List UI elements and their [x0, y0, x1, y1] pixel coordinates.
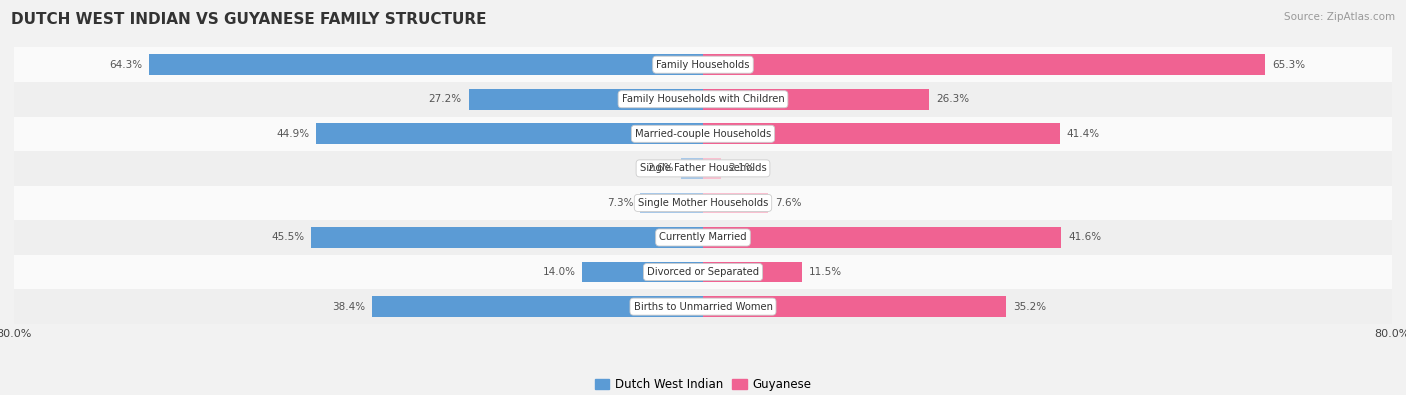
Bar	[14, 220, 1392, 255]
Text: 44.9%: 44.9%	[277, 129, 309, 139]
Bar	[703, 227, 1062, 248]
Bar	[703, 158, 721, 179]
Bar	[149, 54, 703, 75]
Text: Single Mother Households: Single Mother Households	[638, 198, 768, 208]
Bar	[703, 54, 1265, 75]
Text: 11.5%: 11.5%	[808, 267, 842, 277]
Text: 45.5%: 45.5%	[271, 233, 304, 243]
Text: Divorced or Separated: Divorced or Separated	[647, 267, 759, 277]
Text: Single Father Households: Single Father Households	[640, 164, 766, 173]
Bar	[468, 89, 703, 109]
Bar	[316, 123, 703, 144]
Bar	[703, 261, 801, 282]
Bar	[14, 82, 1392, 117]
Bar	[703, 296, 1007, 317]
Text: Family Households: Family Households	[657, 60, 749, 70]
Text: 14.0%: 14.0%	[543, 267, 575, 277]
Text: 2.1%: 2.1%	[728, 164, 755, 173]
Bar	[14, 289, 1392, 324]
Bar	[681, 158, 703, 179]
Text: Source: ZipAtlas.com: Source: ZipAtlas.com	[1284, 12, 1395, 22]
Text: 64.3%: 64.3%	[110, 60, 142, 70]
Text: 27.2%: 27.2%	[429, 94, 461, 104]
Bar	[703, 123, 1060, 144]
Text: Family Households with Children: Family Households with Children	[621, 94, 785, 104]
Bar	[14, 47, 1392, 82]
Legend: Dutch West Indian, Guyanese: Dutch West Indian, Guyanese	[591, 373, 815, 395]
Text: 38.4%: 38.4%	[332, 302, 366, 312]
Text: Births to Unmarried Women: Births to Unmarried Women	[634, 302, 772, 312]
Bar	[703, 89, 929, 109]
Text: 41.6%: 41.6%	[1069, 233, 1101, 243]
Bar	[640, 192, 703, 213]
Bar	[311, 227, 703, 248]
Text: 26.3%: 26.3%	[936, 94, 970, 104]
Bar	[14, 117, 1392, 151]
Bar	[14, 186, 1392, 220]
Bar	[703, 192, 769, 213]
Text: 7.3%: 7.3%	[607, 198, 633, 208]
Bar	[373, 296, 703, 317]
Text: DUTCH WEST INDIAN VS GUYANESE FAMILY STRUCTURE: DUTCH WEST INDIAN VS GUYANESE FAMILY STR…	[11, 12, 486, 27]
Text: Currently Married: Currently Married	[659, 233, 747, 243]
Text: Married-couple Households: Married-couple Households	[636, 129, 770, 139]
Text: 35.2%: 35.2%	[1012, 302, 1046, 312]
Text: 65.3%: 65.3%	[1272, 60, 1305, 70]
Text: 2.6%: 2.6%	[647, 164, 673, 173]
Bar	[14, 255, 1392, 289]
Text: 41.4%: 41.4%	[1066, 129, 1099, 139]
Text: 7.6%: 7.6%	[775, 198, 801, 208]
Bar	[582, 261, 703, 282]
Bar	[14, 151, 1392, 186]
